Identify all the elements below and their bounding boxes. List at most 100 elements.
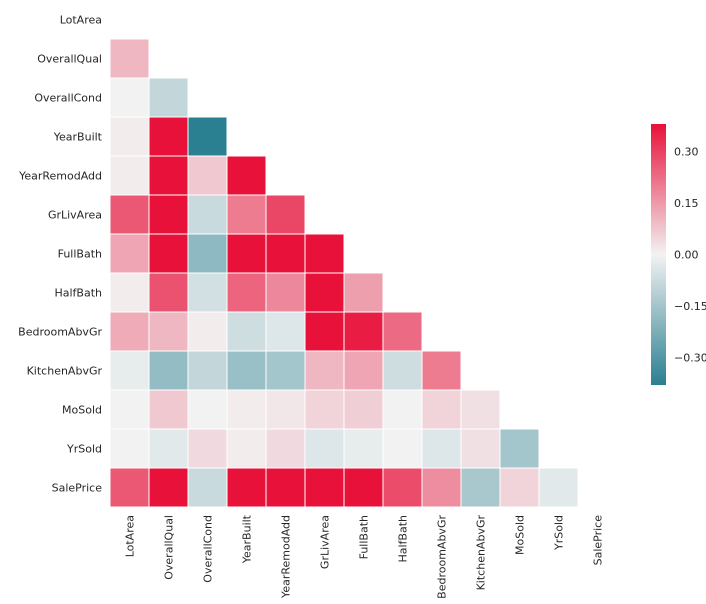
x-tick-label: GrLivArea xyxy=(319,515,332,569)
heatmap-cell-MoSold-LotArea xyxy=(109,389,150,430)
x-tick-label: YearBuilt xyxy=(241,514,254,564)
heatmap-cell-YearRemodAdd-OverallQual xyxy=(148,155,189,196)
heatmap-cell-HalfBath-OverallCond xyxy=(187,272,228,313)
heatmap-cell-BedroomAbvGr-FullBath xyxy=(343,311,384,352)
heatmap-cell-SalePrice-OverallCond xyxy=(187,467,228,508)
heatmap-cell-KitchenAbvGr-BedroomAbvGr xyxy=(421,350,462,391)
heatmap-cell-MoSold-GrLivArea xyxy=(304,389,345,430)
heatmap-cell-HalfBath-LotArea xyxy=(109,272,150,313)
y-tick-label: MoSold xyxy=(62,404,102,417)
heatmap-cell-GrLivArea-YearRemodAdd xyxy=(265,194,306,235)
heatmap-cell-FullBath-YearBuilt xyxy=(226,233,267,274)
y-tick-label: LotArea xyxy=(60,14,102,27)
x-tick-label: OverallCond xyxy=(202,515,215,583)
colorbar-tick-label: −0.30 xyxy=(674,352,706,365)
heatmap-cell-SalePrice-HalfBath xyxy=(382,467,423,508)
heatmap-cell-FullBath-YearRemodAdd xyxy=(265,233,306,274)
heatmap-cell-YrSold-FullBath xyxy=(343,428,384,469)
heatmap-cell-BedroomAbvGr-OverallQual xyxy=(148,311,189,352)
heatmap-cell-SalePrice-YrSold xyxy=(538,467,579,508)
heatmap-cell-YearBuilt-OverallCond xyxy=(187,116,228,157)
y-tick-label: HalfBath xyxy=(54,287,102,300)
y-tick-label: GrLivArea xyxy=(48,209,102,222)
x-tick-label: KitchenAbvGr xyxy=(475,515,488,591)
heatmap-cell-BedroomAbvGr-HalfBath xyxy=(382,311,423,352)
y-tick-label: OverallQual xyxy=(37,53,102,66)
x-tick-label: SalePrice xyxy=(592,515,605,566)
x-tick-label: FullBath xyxy=(358,515,371,559)
heatmap-cell-GrLivArea-OverallQual xyxy=(148,194,189,235)
y-tick-label: KitchenAbvGr xyxy=(27,365,103,378)
x-tick-label: HalfBath xyxy=(397,515,410,563)
x-axis-tick-labels: LotArea OverallQual OverallCond YearBuilt Ye… xyxy=(124,514,605,599)
colorbar-tick-label: 0.15 xyxy=(674,197,699,210)
heatmap-cell-MoSold-OverallQual xyxy=(148,389,189,430)
heatmap-cell-FullBath-GrLivArea xyxy=(304,233,345,274)
heatmap-cell-YearRemodAdd-YearBuilt xyxy=(226,155,267,196)
heatmap-cell-BedroomAbvGr-YearRemodAdd xyxy=(265,311,306,352)
x-tick-label: LotArea xyxy=(124,515,137,557)
heatmap-cell-YearRemodAdd-OverallCond xyxy=(187,155,228,196)
heatmap-cell-MoSold-FullBath xyxy=(343,389,384,430)
colorbar-gradient xyxy=(651,124,666,385)
heatmap-cell-YrSold-OverallCond xyxy=(187,428,228,469)
heatmap-cell-YrSold-YearBuilt xyxy=(226,428,267,469)
heatmap-cell-SalePrice-BedroomAbvGr xyxy=(421,467,462,508)
heatmap-cell-OverallCond-LotArea xyxy=(109,77,150,118)
heatmap-cell-MoSold-OverallCond xyxy=(187,389,228,430)
heatmap-cell-SalePrice-KitchenAbvGr xyxy=(460,467,501,508)
heatmap-cell-BedroomAbvGr-OverallCond xyxy=(187,311,228,352)
y-tick-label: BedroomAbvGr xyxy=(18,326,102,339)
y-tick-label: OverallCond xyxy=(34,92,102,105)
heatmap-cell-YrSold-KitchenAbvGr xyxy=(460,428,501,469)
heatmap-cell-YearBuilt-OverallQual xyxy=(148,116,189,157)
heatmap-cell-YearBuilt-LotArea xyxy=(109,116,150,157)
heatmap-cell-YrSold-BedroomAbvGr xyxy=(421,428,462,469)
x-tick-label: MoSold xyxy=(514,515,527,555)
heatmap-cell-YrSold-OverallQual xyxy=(148,428,189,469)
heatmap-cell-KitchenAbvGr-YearRemodAdd xyxy=(265,350,306,391)
x-tick-label: YearRemodAdd xyxy=(280,515,293,599)
y-tick-label: SalePrice xyxy=(52,482,103,495)
heatmap-cell-BedroomAbvGr-GrLivArea xyxy=(304,311,345,352)
x-tick-label: OverallQual xyxy=(163,515,176,580)
heatmap-cell-HalfBath-OverallQual xyxy=(148,272,189,313)
heatmap-cell-GrLivArea-OverallCond xyxy=(187,194,228,235)
heatmap-cell-BedroomAbvGr-YearBuilt xyxy=(226,311,267,352)
colorbar-tick-label: −0.15 xyxy=(674,300,706,313)
heatmap-cell-YrSold-LotArea xyxy=(109,428,150,469)
heatmap-cell-OverallQual-LotArea xyxy=(109,38,150,79)
heatmap-cell-HalfBath-YearRemodAdd xyxy=(265,272,306,313)
heatmap-cell-SalePrice-YearBuilt xyxy=(226,467,267,508)
heatmap-cell-MoSold-KitchenAbvGr xyxy=(460,389,501,430)
y-axis-tick-labels: LotArea OverallQual OverallCond YearBuilt Ye… xyxy=(18,14,103,495)
heatmap-cell-MoSold-BedroomAbvGr xyxy=(421,389,462,430)
heatmap-cell-SalePrice-LotArea xyxy=(109,467,150,508)
heatmap-cell-SalePrice-GrLivArea xyxy=(304,467,345,508)
heatmap-cell-YrSold-YearRemodAdd xyxy=(265,428,306,469)
heatmap-cell-SalePrice-OverallQual xyxy=(148,467,189,508)
heatmap-cell-MoSold-YearRemodAdd xyxy=(265,389,306,430)
heatmap-cell-KitchenAbvGr-OverallCond xyxy=(187,350,228,391)
x-tick-label: YrSold xyxy=(553,515,566,551)
colorbar-ticks: 0.30 0.15 0.00 −0.15 −0.30 xyxy=(674,145,706,364)
heatmap-cell-YrSold-HalfBath xyxy=(382,428,423,469)
heatmap-cell-MoSold-YearBuilt xyxy=(226,389,267,430)
heatmap-cell-YearRemodAdd-LotArea xyxy=(109,155,150,196)
heatmap-cell-YrSold-GrLivArea xyxy=(304,428,345,469)
colorbar-tick-label: 0.00 xyxy=(674,249,699,262)
heatmap-cell-GrLivArea-LotArea xyxy=(109,194,150,235)
y-tick-label: YrSold xyxy=(66,443,102,456)
heatmap-cell-BedroomAbvGr-LotArea xyxy=(109,311,150,352)
heatmap-cell-KitchenAbvGr-FullBath xyxy=(343,350,384,391)
y-tick-label: YearBuilt xyxy=(53,131,103,144)
heatmap-cell-HalfBath-FullBath xyxy=(343,272,384,313)
heatmap-cell-SalePrice-YearRemodAdd xyxy=(265,467,306,508)
heatmap-cells xyxy=(109,38,579,508)
x-tick-label: BedroomAbvGr xyxy=(436,515,449,599)
heatmap-cell-YrSold-MoSold xyxy=(499,428,540,469)
heatmap-cell-KitchenAbvGr-GrLivArea xyxy=(304,350,345,391)
heatmap-cell-FullBath-OverallQual xyxy=(148,233,189,274)
y-tick-label: FullBath xyxy=(58,248,102,261)
